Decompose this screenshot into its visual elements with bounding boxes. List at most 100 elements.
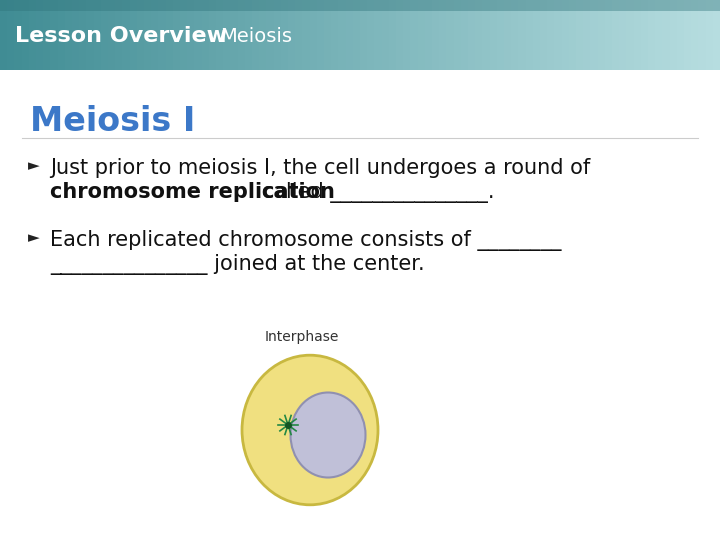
FancyBboxPatch shape xyxy=(418,0,425,70)
FancyBboxPatch shape xyxy=(281,0,288,70)
FancyBboxPatch shape xyxy=(324,0,331,70)
Text: called _______________.: called _______________. xyxy=(255,182,494,203)
FancyBboxPatch shape xyxy=(245,0,252,70)
FancyBboxPatch shape xyxy=(310,0,317,70)
Text: Meiosis I: Meiosis I xyxy=(30,105,195,138)
Text: ►: ► xyxy=(28,158,40,173)
FancyBboxPatch shape xyxy=(259,0,266,70)
FancyBboxPatch shape xyxy=(590,0,598,70)
FancyBboxPatch shape xyxy=(166,0,173,70)
FancyBboxPatch shape xyxy=(432,0,439,70)
Text: chromosome replication: chromosome replication xyxy=(50,182,335,202)
FancyBboxPatch shape xyxy=(43,0,50,70)
FancyBboxPatch shape xyxy=(353,0,360,70)
FancyBboxPatch shape xyxy=(187,0,194,70)
FancyBboxPatch shape xyxy=(14,0,22,70)
Ellipse shape xyxy=(290,393,366,477)
Text: Meiosis: Meiosis xyxy=(220,27,292,46)
FancyBboxPatch shape xyxy=(0,0,7,70)
FancyBboxPatch shape xyxy=(475,0,482,70)
FancyBboxPatch shape xyxy=(533,0,540,70)
FancyBboxPatch shape xyxy=(79,0,86,70)
FancyBboxPatch shape xyxy=(598,0,605,70)
Text: Lesson Overview: Lesson Overview xyxy=(15,26,227,46)
FancyBboxPatch shape xyxy=(101,0,108,70)
FancyBboxPatch shape xyxy=(698,0,706,70)
FancyBboxPatch shape xyxy=(360,0,367,70)
FancyBboxPatch shape xyxy=(274,0,281,70)
FancyBboxPatch shape xyxy=(94,0,101,70)
Text: Each replicated chromosome consists of ________: Each replicated chromosome consists of _… xyxy=(50,230,562,251)
FancyBboxPatch shape xyxy=(86,0,94,70)
FancyBboxPatch shape xyxy=(396,0,403,70)
FancyBboxPatch shape xyxy=(374,0,382,70)
Text: ►: ► xyxy=(28,230,40,245)
FancyBboxPatch shape xyxy=(7,0,14,70)
FancyBboxPatch shape xyxy=(576,0,583,70)
FancyBboxPatch shape xyxy=(526,0,533,70)
FancyBboxPatch shape xyxy=(137,0,144,70)
FancyBboxPatch shape xyxy=(252,0,259,70)
FancyBboxPatch shape xyxy=(461,0,468,70)
FancyBboxPatch shape xyxy=(554,0,562,70)
FancyBboxPatch shape xyxy=(569,0,576,70)
FancyBboxPatch shape xyxy=(677,0,684,70)
FancyBboxPatch shape xyxy=(0,0,720,10)
FancyBboxPatch shape xyxy=(410,0,418,70)
FancyBboxPatch shape xyxy=(454,0,461,70)
FancyBboxPatch shape xyxy=(562,0,569,70)
FancyBboxPatch shape xyxy=(223,0,230,70)
Text: Just prior to meiosis I, the cell undergoes a round of: Just prior to meiosis I, the cell underg… xyxy=(50,158,590,178)
FancyBboxPatch shape xyxy=(115,0,122,70)
FancyBboxPatch shape xyxy=(655,0,662,70)
FancyBboxPatch shape xyxy=(497,0,504,70)
FancyBboxPatch shape xyxy=(706,0,713,70)
FancyBboxPatch shape xyxy=(490,0,497,70)
FancyBboxPatch shape xyxy=(50,0,58,70)
FancyBboxPatch shape xyxy=(209,0,216,70)
FancyBboxPatch shape xyxy=(389,0,396,70)
FancyBboxPatch shape xyxy=(288,0,295,70)
FancyBboxPatch shape xyxy=(122,0,130,70)
FancyBboxPatch shape xyxy=(511,0,518,70)
FancyBboxPatch shape xyxy=(331,0,338,70)
FancyBboxPatch shape xyxy=(446,0,454,70)
FancyBboxPatch shape xyxy=(238,0,245,70)
FancyBboxPatch shape xyxy=(346,0,353,70)
FancyBboxPatch shape xyxy=(619,0,626,70)
FancyBboxPatch shape xyxy=(202,0,209,70)
FancyBboxPatch shape xyxy=(468,0,475,70)
FancyBboxPatch shape xyxy=(662,0,670,70)
FancyBboxPatch shape xyxy=(158,0,166,70)
FancyBboxPatch shape xyxy=(29,0,36,70)
FancyBboxPatch shape xyxy=(634,0,641,70)
FancyBboxPatch shape xyxy=(36,0,43,70)
FancyBboxPatch shape xyxy=(266,0,274,70)
FancyBboxPatch shape xyxy=(713,0,720,70)
FancyBboxPatch shape xyxy=(338,0,346,70)
FancyBboxPatch shape xyxy=(151,0,158,70)
FancyBboxPatch shape xyxy=(302,0,310,70)
FancyBboxPatch shape xyxy=(65,0,72,70)
FancyBboxPatch shape xyxy=(504,0,511,70)
FancyBboxPatch shape xyxy=(482,0,490,70)
FancyBboxPatch shape xyxy=(605,0,612,70)
FancyBboxPatch shape xyxy=(130,0,137,70)
FancyBboxPatch shape xyxy=(691,0,698,70)
FancyBboxPatch shape xyxy=(173,0,180,70)
FancyBboxPatch shape xyxy=(403,0,410,70)
FancyBboxPatch shape xyxy=(194,0,202,70)
FancyBboxPatch shape xyxy=(547,0,554,70)
FancyBboxPatch shape xyxy=(518,0,526,70)
Text: Interphase: Interphase xyxy=(265,330,339,344)
FancyBboxPatch shape xyxy=(144,0,151,70)
FancyBboxPatch shape xyxy=(295,0,302,70)
FancyBboxPatch shape xyxy=(439,0,446,70)
FancyBboxPatch shape xyxy=(626,0,634,70)
FancyBboxPatch shape xyxy=(180,0,187,70)
FancyBboxPatch shape xyxy=(22,0,29,70)
FancyBboxPatch shape xyxy=(425,0,432,70)
FancyBboxPatch shape xyxy=(540,0,547,70)
FancyBboxPatch shape xyxy=(583,0,590,70)
FancyBboxPatch shape xyxy=(72,0,79,70)
